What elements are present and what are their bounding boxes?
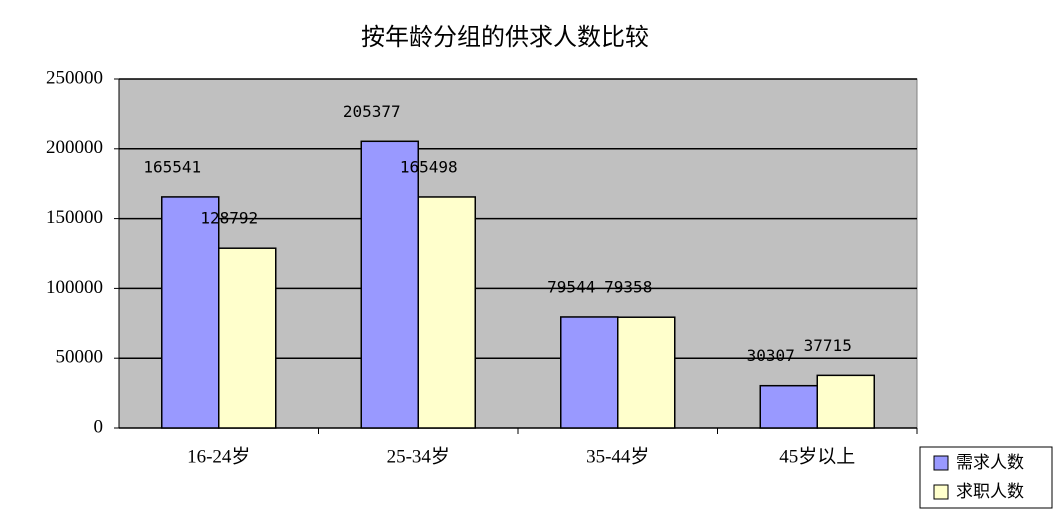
bar	[759, 384, 818, 429]
legend-label: 求职人数	[956, 482, 1024, 502]
bar	[816, 374, 875, 429]
value-label: 165541	[143, 157, 201, 176]
bar	[417, 196, 476, 429]
legend-label: 需求人数	[956, 453, 1024, 473]
x-tick-label: 25-34岁	[387, 445, 450, 467]
y-tick-label: 50000	[56, 347, 104, 368]
bar	[617, 316, 676, 429]
bar	[218, 247, 277, 429]
value-label: 205377	[343, 102, 401, 121]
legend-swatch	[933, 455, 949, 471]
bar	[560, 316, 619, 429]
x-tick-label: 35-44岁	[586, 445, 649, 467]
value-label: 30307	[747, 346, 795, 365]
value-label: 79358	[604, 278, 652, 297]
bar	[161, 196, 220, 429]
x-tick-label: 45岁以上	[779, 445, 855, 467]
bar	[360, 140, 419, 429]
chart-title: 按年龄分组的供求人数比较	[361, 23, 649, 51]
y-tick-label: 150000	[46, 207, 103, 228]
value-label: 128792	[200, 209, 258, 228]
value-label: 165498	[400, 157, 458, 176]
y-tick-label: 0	[94, 416, 104, 437]
value-label: 37715	[804, 336, 852, 355]
value-label: 79544	[547, 277, 595, 296]
legend-swatch	[933, 484, 949, 500]
x-tick-label: 16-24岁	[187, 445, 250, 467]
y-tick-label: 200000	[46, 137, 103, 158]
y-tick-label: 250000	[46, 67, 103, 88]
y-tick-label: 100000	[46, 277, 103, 298]
